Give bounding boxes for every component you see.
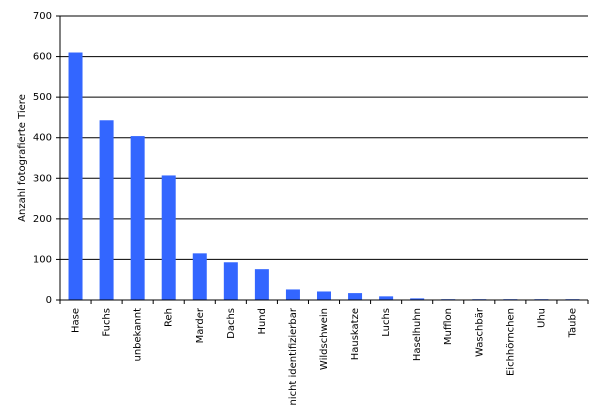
x-tick-label: Reh	[164, 308, 175, 327]
x-tick-label: Eichhörnchen	[505, 308, 516, 376]
y-tick-label: 300	[33, 173, 52, 184]
x-tick-label: nicht identifizierbar	[288, 307, 299, 405]
y-tick-label: 200	[33, 214, 52, 225]
y-tick-label: 100	[33, 254, 52, 265]
x-tick-label: unbekannt	[133, 308, 144, 362]
bar	[254, 269, 269, 300]
bar	[161, 175, 176, 300]
y-tick-label: 700	[33, 11, 52, 22]
bar	[317, 291, 331, 300]
y-tick-label: 0	[46, 295, 52, 306]
x-tick-label: Hund	[257, 308, 268, 335]
bar	[130, 136, 145, 300]
x-tick-label: Haselhuhn	[412, 308, 423, 361]
y-tick-label: 600	[33, 52, 52, 63]
bar	[410, 298, 425, 300]
x-tick-label: Fuchs	[102, 308, 113, 337]
bar	[99, 120, 114, 300]
x-tick-label: Mufflon	[443, 308, 454, 345]
bar	[223, 262, 238, 300]
x-tick-label: Taube	[567, 308, 578, 338]
x-tick-label: Dachs	[226, 308, 237, 339]
bar	[192, 253, 207, 300]
bar	[348, 293, 363, 300]
bar	[68, 52, 83, 301]
bar	[379, 296, 394, 300]
y-tick-label: 400	[33, 133, 52, 144]
y-axis-label: Anzahl fotografierte Tiere	[17, 94, 28, 222]
y-tick-label: 500	[33, 92, 52, 103]
x-tick-label: Waschbär	[474, 307, 485, 357]
x-tick-label: Luchs	[381, 308, 392, 337]
x-tick-label: Marder	[195, 307, 206, 343]
x-tick-label: Wildschwein	[319, 308, 330, 370]
x-tick-label: Uhu	[536, 308, 547, 328]
bar	[285, 289, 300, 300]
x-tick-label: Hase	[71, 308, 82, 333]
x-tick-label: Hauskatze	[350, 308, 361, 360]
